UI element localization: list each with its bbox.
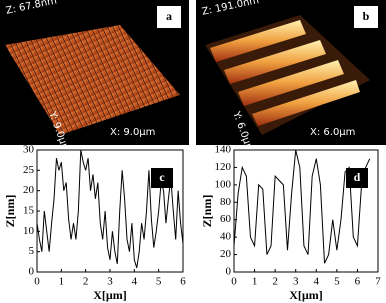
x-axis-title: X[µm] xyxy=(93,288,127,302)
y-tick-label: 60 xyxy=(220,213,232,225)
x-tick-label: 3 xyxy=(293,276,299,288)
panel-b: Z: 191.0nm Y: 6.0µm X: 6.0µm b xyxy=(196,0,386,155)
y-axis-title: Z[nm] xyxy=(200,195,214,228)
x-tick-label: 3 xyxy=(107,276,113,288)
afm-surface xyxy=(5,25,180,135)
y-tick-label: 10 xyxy=(23,225,35,237)
y-tick-label: 0 xyxy=(29,266,35,278)
y-tick-label: 40 xyxy=(220,231,232,243)
chart: 0 5 10 15 20 25 30 0 1 2 3 4 5 6 X[µm] Z[nm] c xyxy=(3,144,187,302)
data-line xyxy=(36,149,184,269)
label-box xyxy=(354,6,378,28)
data-line xyxy=(233,149,371,264)
x-tick-label: 2 xyxy=(83,276,89,288)
panel-a: Z: 67.8nm Y: 9.0µm X: 9.0µm a xyxy=(0,0,189,155)
y-tick-label: 100 xyxy=(215,178,232,190)
y-tick-label: 140 xyxy=(215,144,232,156)
panel-label: d xyxy=(354,170,361,184)
x-tick-label: 1 xyxy=(59,276,65,288)
y-tick-label: 25 xyxy=(23,164,35,176)
x-tick-label: 0 xyxy=(231,276,237,288)
y-tick-label: 15 xyxy=(23,205,35,217)
x-tick-label: 1 xyxy=(252,276,258,288)
label-box xyxy=(151,168,173,188)
x-tick-label: 4 xyxy=(314,276,320,288)
x-tick-label: 6 xyxy=(355,276,361,288)
x-tick-label: 7 xyxy=(375,276,381,288)
x-tick-label: 5 xyxy=(334,276,340,288)
y-axis-title: Z[nm] xyxy=(3,195,17,228)
x-range: X: 6.0µm xyxy=(310,127,355,138)
afm-ridges xyxy=(210,20,360,126)
y-tick-label: 5 xyxy=(29,245,35,257)
label-box xyxy=(346,168,368,188)
x-tick-label: 6 xyxy=(180,276,186,288)
panel-label: b xyxy=(363,9,370,23)
chart: 0 20 40 60 80 100 120 140 0 1 2 3 4 5 6 7 X[µm] Z[nm] d xyxy=(200,144,382,302)
panel-label: a xyxy=(166,9,172,23)
x-range: X: 9.0µm xyxy=(110,127,155,138)
x-tick-label: 4 xyxy=(132,276,138,288)
y-tick-label: 20 xyxy=(23,184,35,196)
y-tick-label: 120 xyxy=(215,161,232,173)
x-tick-label: 2 xyxy=(272,276,278,288)
y-tick-label: 80 xyxy=(220,196,232,208)
x-axis-title: X[µm] xyxy=(289,288,323,302)
y-tick-label: 0 xyxy=(226,266,232,278)
y-tick-label: 30 xyxy=(23,144,35,156)
panel-label: c xyxy=(159,170,165,184)
label-box xyxy=(157,6,181,28)
y-tick-label: 20 xyxy=(220,248,232,260)
plot-frame xyxy=(233,149,379,273)
x-tick-label: 0 xyxy=(34,276,40,288)
x-tick-label: 5 xyxy=(156,276,162,288)
